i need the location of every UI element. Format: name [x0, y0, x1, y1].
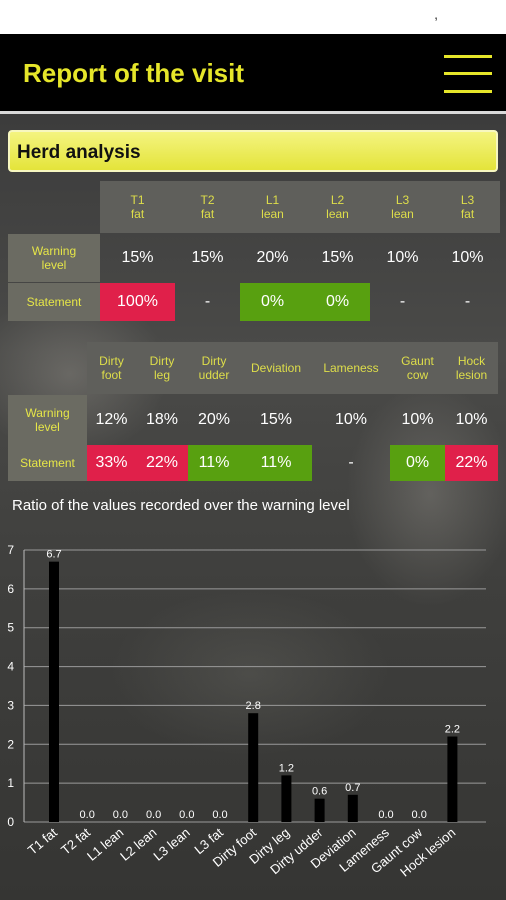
bar	[49, 561, 59, 822]
x-tick-label: L1 lean	[84, 825, 126, 864]
column-header: Gaunt cow	[401, 354, 434, 382]
status-mark: ,	[434, 6, 438, 22]
warning-value: 10%	[455, 411, 488, 428]
column-header: Lameness	[323, 361, 379, 375]
x-tick-label: T1 fat	[25, 825, 60, 858]
column-header: T1 fat	[130, 193, 145, 221]
statement-label: Statement	[8, 445, 87, 481]
y-tick-label: 3	[7, 698, 14, 712]
warning-value: 10%	[386, 249, 419, 266]
statement-value: 0%	[390, 445, 445, 481]
bar-value-label: 0.0	[146, 809, 161, 821]
column-header: L2 lean	[326, 193, 349, 221]
hamburger-menu-icon[interactable]	[444, 55, 492, 93]
warning-value: 10%	[334, 411, 368, 428]
bar	[281, 775, 292, 822]
warning-value: 15%	[121, 249, 154, 266]
y-tick-label: 4	[7, 660, 14, 674]
statement-value: 0%	[240, 283, 305, 321]
warning-value: 10%	[451, 249, 484, 266]
bar-value-label: 2.2	[445, 724, 460, 736]
bar-value-label: 1.2	[279, 762, 294, 774]
app-bar: Report of the visit	[0, 34, 506, 114]
statement-value: 22%	[445, 445, 498, 481]
warning-value: 15%	[259, 411, 293, 428]
statement-value: 11%	[188, 445, 240, 481]
statement-value: 33%	[87, 445, 136, 481]
statement-value: -	[348, 454, 354, 471]
bar-value-label: 0.0	[378, 809, 393, 821]
status-bar: ,	[0, 0, 506, 34]
y-tick-label: 6	[7, 582, 14, 596]
bar	[447, 736, 458, 822]
statement-value: -	[399, 293, 406, 310]
warning-value: 15%	[191, 249, 224, 266]
column-header: Dirty udder	[198, 354, 230, 382]
bar-value-label: 0.0	[412, 809, 427, 821]
warning-value: 10%	[401, 411, 434, 428]
column-header: Dirty leg	[149, 354, 175, 382]
warning-value: 20%	[197, 411, 231, 428]
section-title: Herd analysis	[17, 142, 141, 163]
y-tick-label: 1	[7, 776, 14, 790]
statement-label: Statement	[8, 283, 100, 321]
report-content: Herd analysis T1 fat T2 fat L1 lean L2 lean…	[0, 114, 506, 900]
column-header: Hock lesion	[455, 354, 488, 382]
warning-value: 15%	[321, 249, 354, 266]
bar-value-label: 2.8	[246, 700, 261, 712]
table-header-row	[100, 181, 500, 233]
statement-value: -	[464, 293, 471, 310]
y-tick-label: 2	[7, 737, 14, 751]
bar-value-label: 6.7	[46, 549, 61, 561]
bar-value-label: 0.0	[212, 809, 227, 821]
bar-value-label: 0.0	[80, 809, 95, 821]
bar	[314, 798, 325, 822]
bar	[347, 794, 358, 822]
warning-value: 20%	[256, 249, 289, 266]
column-header: L3 fat	[460, 193, 475, 221]
column-header: T2 fat	[200, 193, 215, 221]
statement-value: -	[204, 293, 211, 310]
bar	[248, 713, 259, 822]
column-header: L1 lean	[261, 193, 284, 221]
statement-value: 22%	[136, 445, 188, 481]
y-tick-label: 7	[7, 543, 14, 557]
x-tick-label: L3 lean	[150, 825, 192, 864]
warning-value: 18%	[145, 411, 179, 428]
y-tick-label: 5	[7, 621, 14, 635]
page-title: Report of the visit	[23, 58, 245, 88]
column-header: Dirty foot	[99, 354, 124, 382]
column-header: Deviation	[250, 361, 302, 375]
section-header-herd-analysis[interactable]: Herd analysis	[8, 130, 498, 172]
bar-value-label: 0.7	[345, 782, 360, 794]
column-header: L3 lean	[391, 193, 414, 221]
bar-value-label: 0.0	[113, 809, 128, 821]
bar-value-label: 0.0	[179, 809, 194, 821]
x-tick-label: L2 lean	[117, 825, 159, 864]
bar-value-label: 0.6	[312, 786, 327, 798]
statement-value: 11%	[240, 445, 312, 481]
chart-title: Ratio of the values recorded over the wa…	[12, 497, 350, 514]
y-tick-label: 0	[7, 815, 14, 829]
warning-level-label: Warning level	[8, 234, 100, 282]
warning-level-label: Warning level	[8, 395, 87, 445]
table-header-row	[87, 342, 498, 394]
warning-value: 12%	[95, 411, 128, 428]
statement-value: 0%	[305, 283, 370, 321]
statement-value: 100%	[100, 283, 175, 321]
